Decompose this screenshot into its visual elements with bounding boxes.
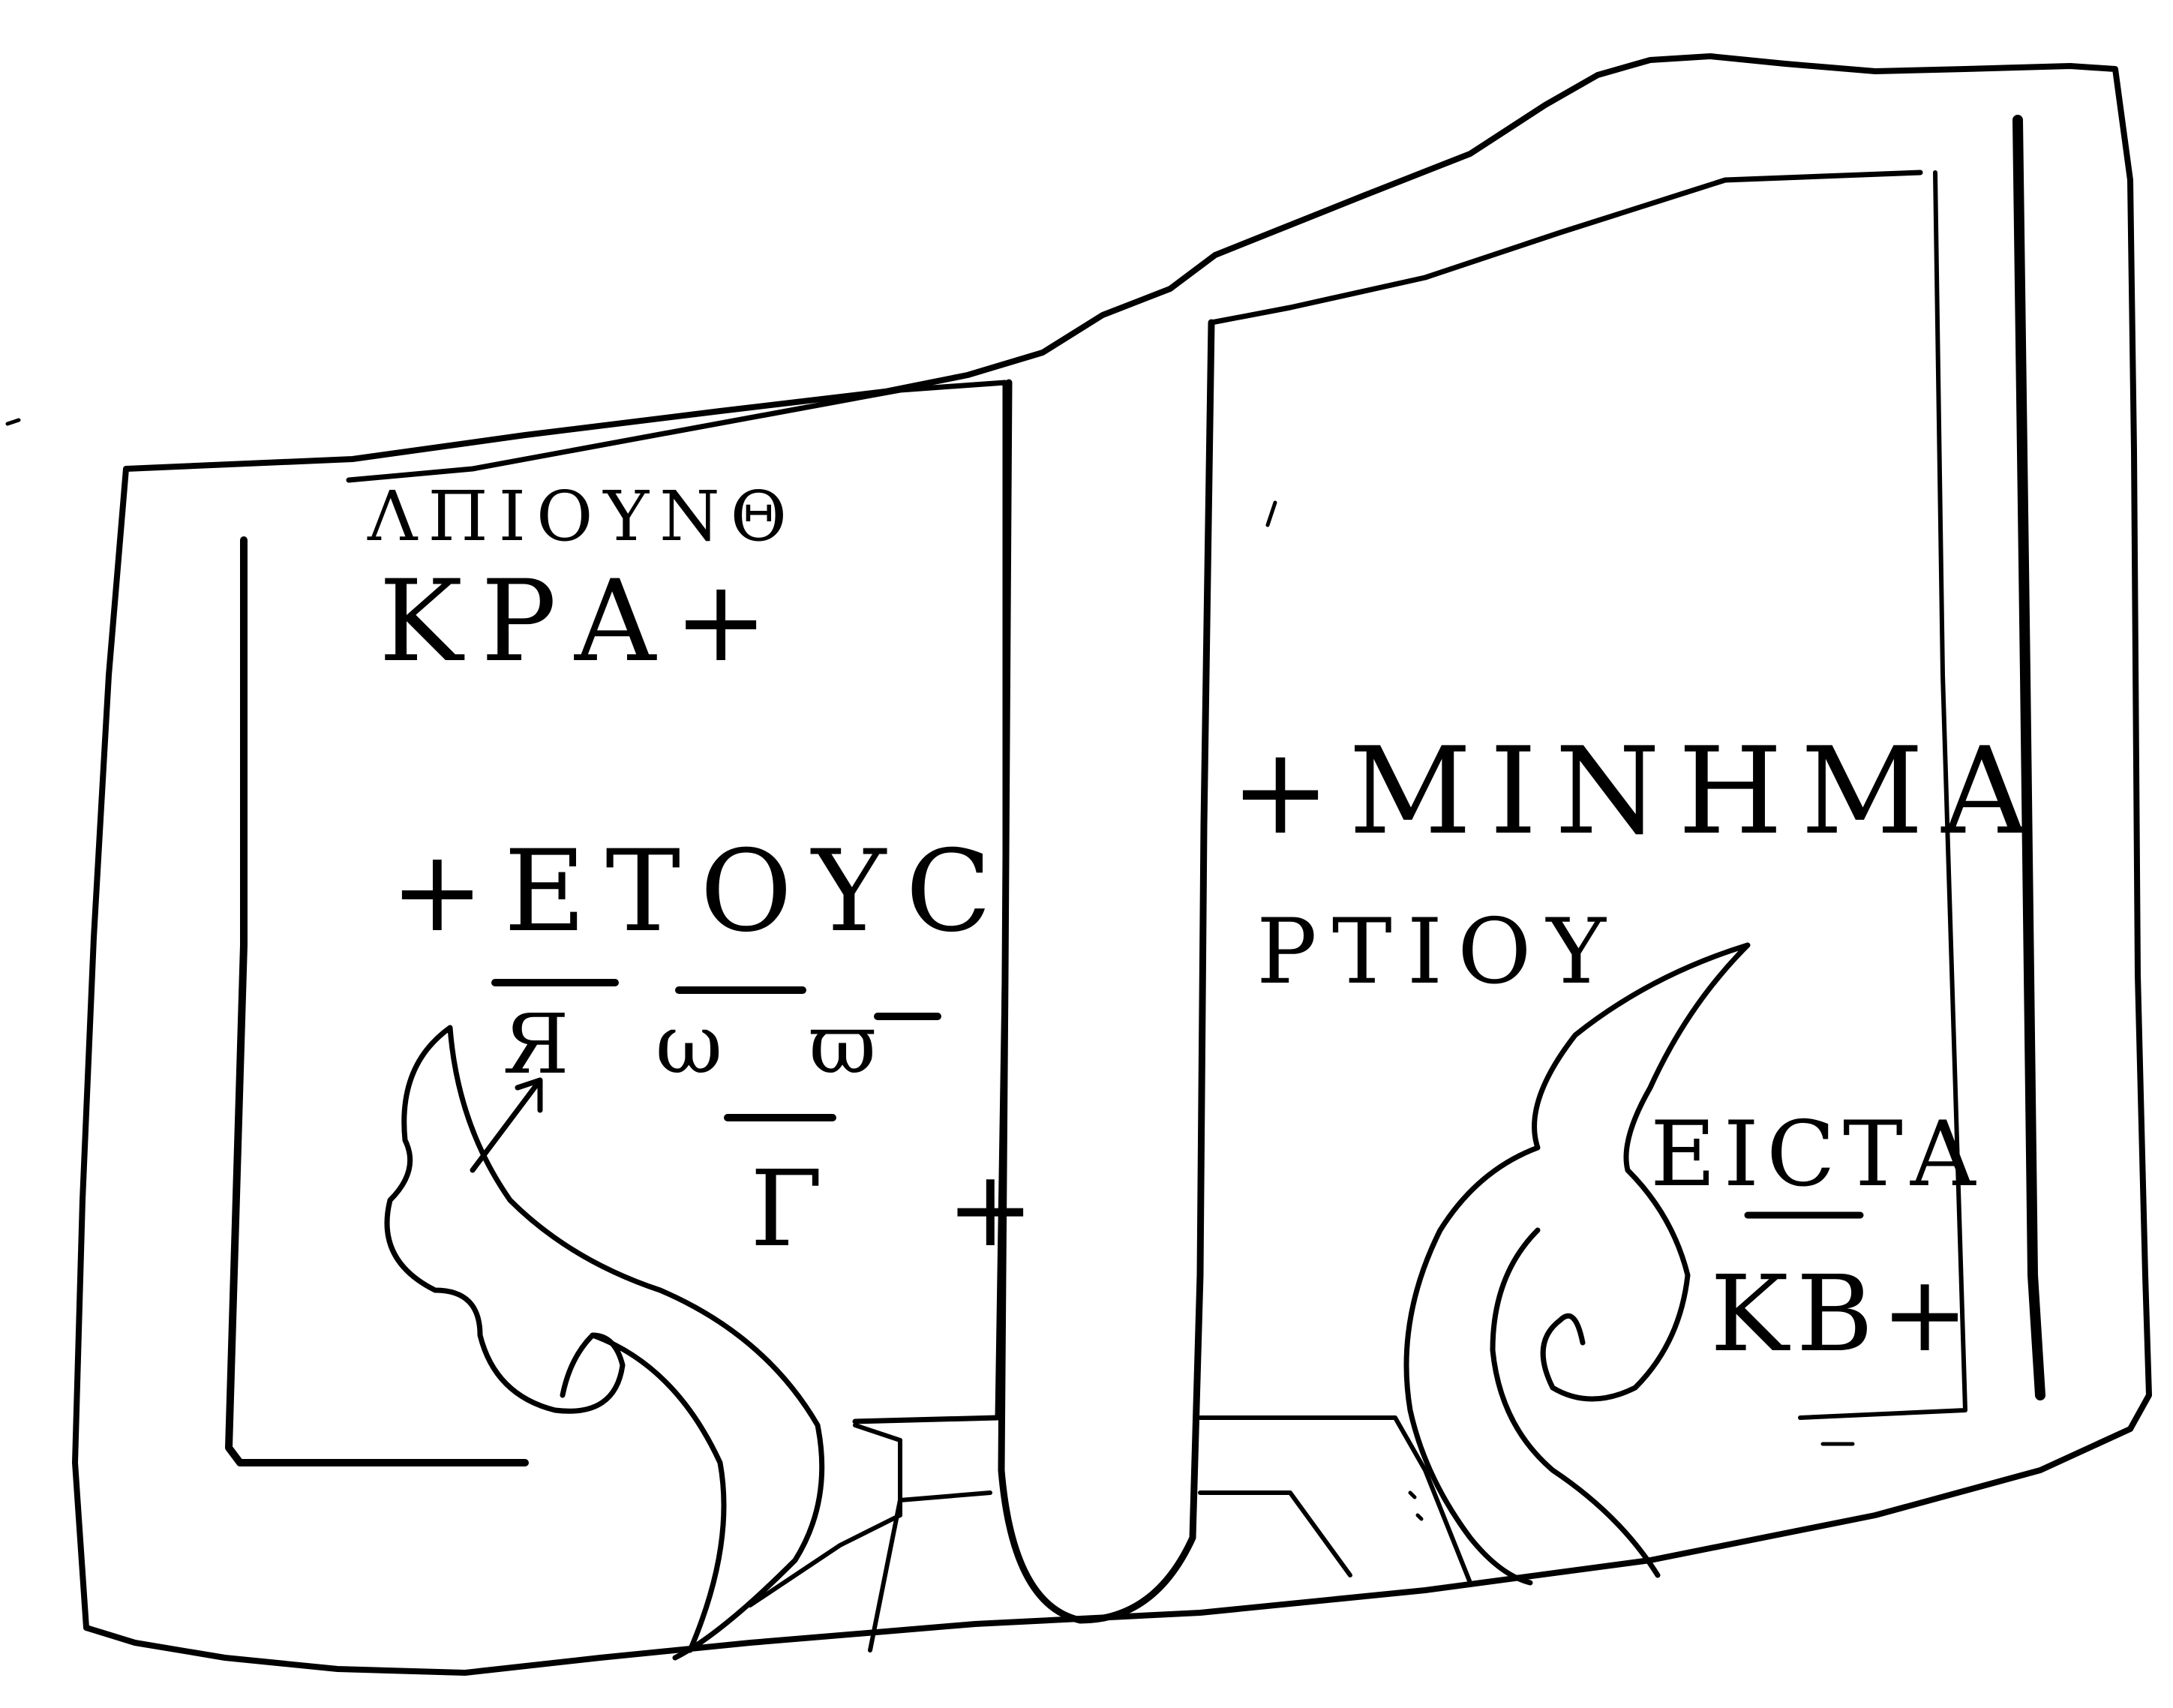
inscription-right-line-3: ΕΙCΤΑ xyxy=(1650,1103,1983,1207)
left-scroll-ornament xyxy=(384,1025,825,1661)
abbreviation-bars-left xyxy=(491,979,941,1121)
inscription-right-line-2: ΡΤΙΟΥ xyxy=(1256,900,1621,1004)
inscription-left-line-3: +ΕΤΟΥC xyxy=(390,827,1011,957)
right-page-outline xyxy=(1208,170,1923,326)
inscription-left-line-2: ΚΡΑ+ xyxy=(379,557,786,687)
inscription-left-line-4: Я ω ϖ xyxy=(503,996,906,1092)
right-scroll-ornament xyxy=(1403,942,1751,1586)
outer-frame-right xyxy=(2012,115,2045,1400)
inscription-left-line-1: ΛΠΙΟΥΝΘ xyxy=(367,476,797,557)
right-page-bottom xyxy=(1198,1415,1472,1585)
inscription-left-line-5: Γ + xyxy=(750,1148,1079,1271)
book-stand xyxy=(748,1423,1352,1652)
incised-arrow-left xyxy=(470,1077,543,1173)
book-spine xyxy=(998,319,1215,1624)
inner-frame-right xyxy=(1798,170,1967,1420)
inscription-right-line-4: ΚΒ+ xyxy=(1710,1253,1976,1376)
left-page-outline xyxy=(346,380,1008,1424)
fragment-outline xyxy=(72,53,2152,1676)
incidental-marks xyxy=(5,418,1855,1521)
inscription-right-line-1: +ΜΙΝΗΜΑ xyxy=(1230,721,2046,861)
outer-frame-left xyxy=(225,536,529,1466)
